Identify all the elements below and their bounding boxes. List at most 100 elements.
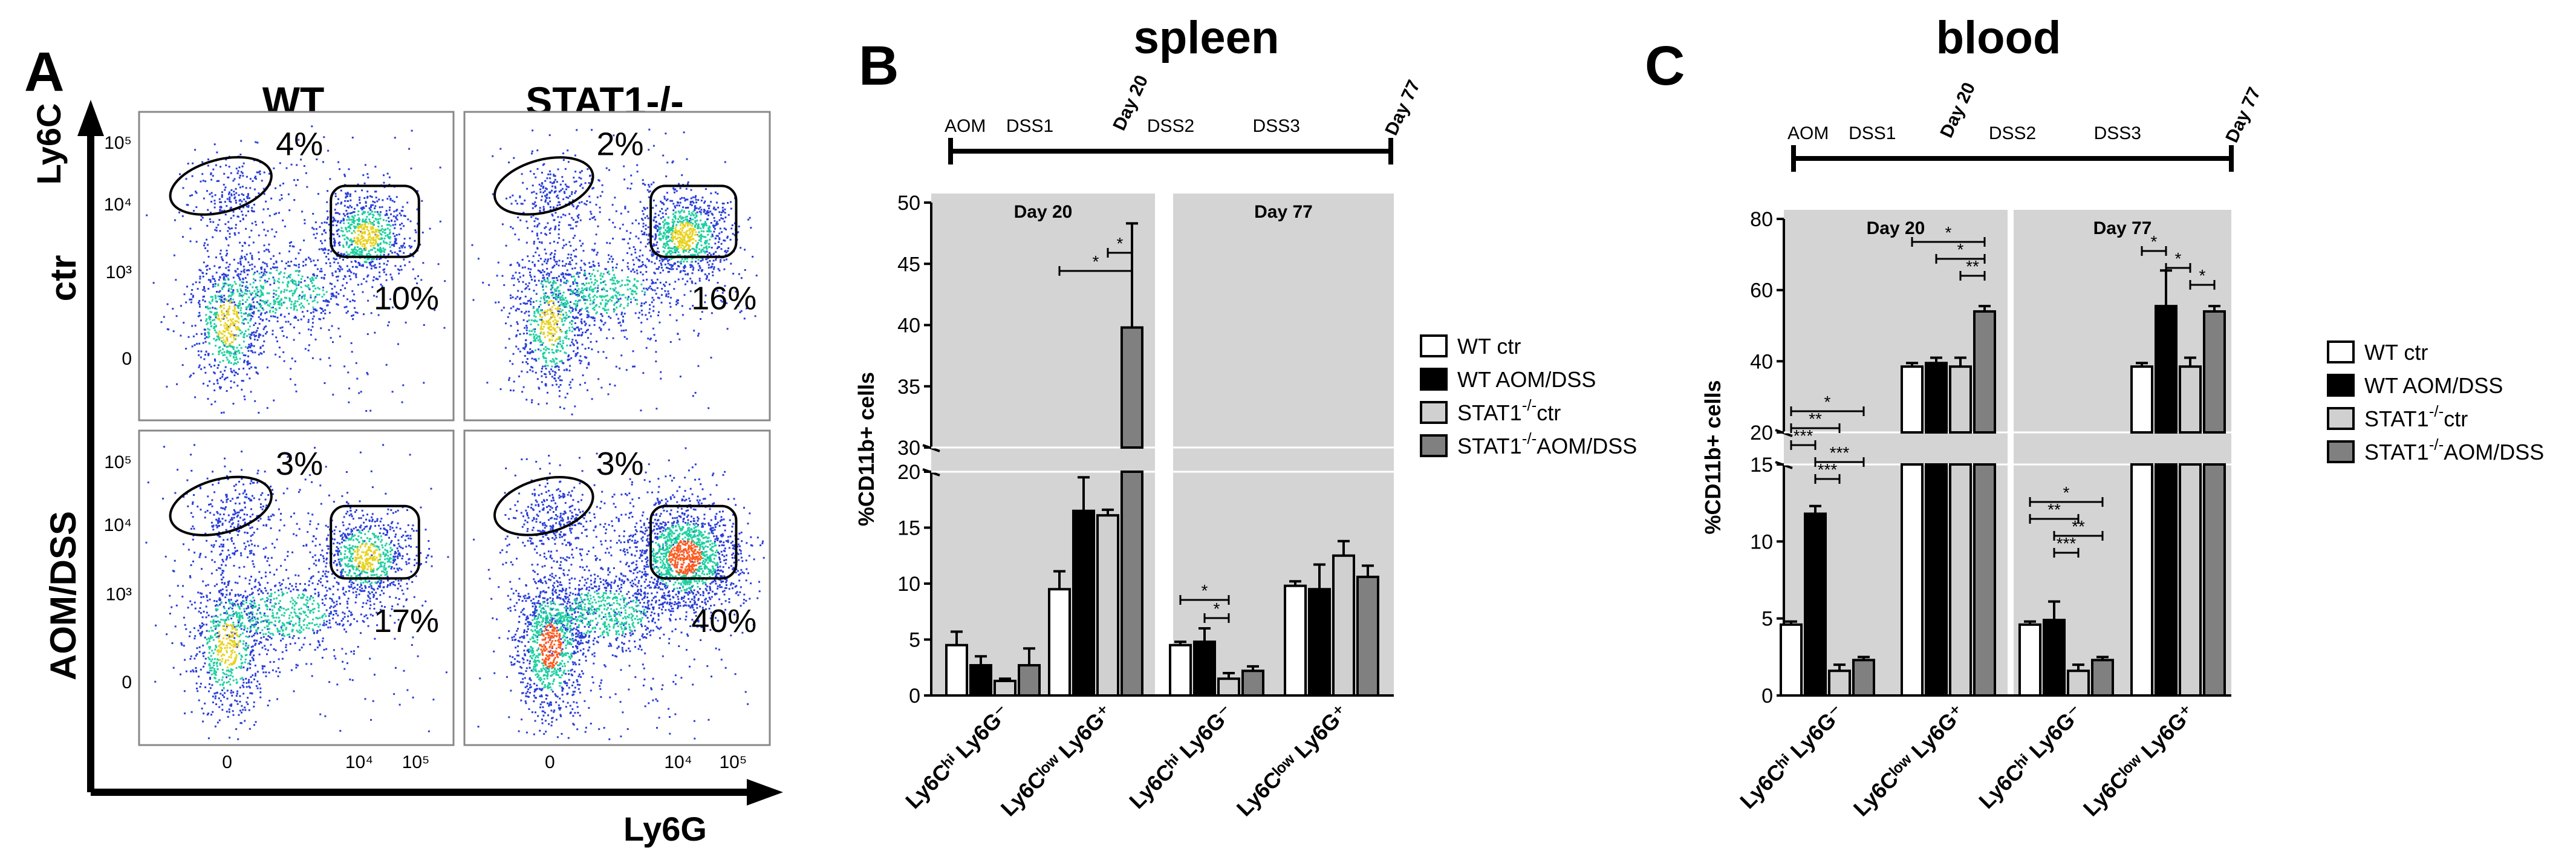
bar-3 [1828,669,1851,697]
legend-suffix: ctr [1537,400,1561,425]
facs-dots-low [471,128,758,415]
bar-4 [2203,310,2226,434]
gate-ly6c-hi [493,475,594,536]
y-tick-label: 10 [1750,530,1773,553]
sig-label: ** [1809,409,1822,428]
y-tick-label: 15 [1750,454,1773,477]
bar-4 [1120,326,1143,449]
facs-dots-mid [529,523,718,691]
legend-swatch [1420,434,1448,457]
bar-2 [1925,362,1948,434]
sig-label: * [1945,223,1952,242]
y-tick-label: 60 [1750,279,1773,302]
sig-label: *** [2057,534,2077,553]
gate-ly6g [649,184,738,258]
bar-4 [1973,310,1996,434]
y-tick-label: 0 [909,685,920,708]
facs-y-tick: 10⁴ [104,515,132,535]
legend-label: WT ctr [2364,340,2428,365]
bar-1 [1048,588,1071,697]
facs-x-tick: 0 [545,752,555,772]
bar-2 [969,664,992,697]
legend-label: STAT1-/-AOM/DSS [1457,429,1637,458]
bar-4-lower [1973,463,1996,697]
facs-plot-wt-ctr: 4% 10% 10⁵ 10⁴ 10³ 0 [104,111,455,422]
facs-y-tick: 10³ [106,262,132,282]
facs-x-tick: 10⁵ [402,752,430,772]
gate-ly6g [649,504,738,580]
y-axis-label: %CD11b+ cells [854,372,879,526]
bar-4-lower [1120,471,1143,697]
bar-2 [2043,619,2066,697]
panel-b-spleen: B spleen AOM DSS1 DSS2 DSS3 Day 20 Day 77 Day… [854,12,1424,821]
timeline-day77: Day 77 [2222,84,2265,146]
facs-plot-wt-aomdss: 3% 17% 10⁵ 10⁴ 10³ 0 0 10⁴ 10⁵ [104,429,455,772]
legend-superscript: -/- [2429,435,2444,454]
facs-y-tick: 0 [122,349,132,369]
y-tick-label: 15 [897,517,920,540]
legend-suffix: AOM/DSS [2444,440,2544,464]
bar-3 [2179,365,2202,434]
x-axis-label-ly6g: Ly6G [623,810,707,848]
facs-dots-mid [206,530,395,689]
bar-4-lower [2203,463,2226,697]
panel-letter-b: B [859,35,899,97]
y-tick-label: 10 [897,573,920,596]
bar-1-lower [2130,463,2153,697]
pct-ly6c-hi: 4% [276,126,323,162]
facs-y-tick: 10⁵ [104,133,132,153]
legend-label: WT AOM/DSS [1457,367,1596,392]
bar-1 [1901,365,1924,434]
sig-label: *** [1830,443,1850,462]
x-category-label: Ly6Cʰⁱ Ly6G⁻ [1735,700,1849,813]
pct-ly6g: 10% [374,280,439,316]
facs-dots-high [539,222,699,346]
y-tick-label: 45 [897,253,920,276]
group-label: Day 20 [1014,202,1073,222]
legend-label: STAT1-/-ctr [2364,402,2468,431]
legend-label: STAT1-/-ctr [1457,396,1561,425]
x-category-label: Ly6Cʰⁱ Ly6G⁻ [1974,700,2087,813]
sig-label: *** [1818,460,1838,479]
legend-prefix: STAT1 [2364,440,2429,464]
timeline-phase-3: DSS3 [2094,123,2141,143]
bar-2 [1193,640,1216,697]
y-axis-label: %CD11b+ cells [1700,380,1725,534]
timeline-phase-2: DSS2 [1147,116,1194,136]
facs-plot-stat1-ctr: 2% 16% [463,111,771,422]
timeline-aom: AOM [1787,123,1829,143]
facs-y-tick: 0 [122,672,132,692]
bar-2 [1308,588,1331,697]
facs-plot-frame [463,111,771,422]
pct-ly6c-hi: 3% [276,446,323,482]
bar-3 [1096,514,1119,697]
facs-x-tick: 10⁵ [719,752,747,772]
legend-swatch [2327,407,2355,430]
y-axis-label-ly6c: Ly6C [30,103,68,185]
timeline-phase-1: DSS1 [1849,123,1896,143]
panel-letter-c: C [1645,35,1685,97]
timeline-day20: Day 20 [1936,79,1979,141]
y-tick-label: 5 [909,629,920,652]
legend-swatch [1420,368,1448,391]
group-label: Day 20 [1867,218,1925,238]
facs-plot-stat1-aomdss: 3% 40% 0 10⁴ 10⁵ [463,429,771,772]
y-tick-label: 50 [897,192,920,215]
y-tick-label: 0 [1761,685,1773,708]
facs-plot-frame [463,429,771,746]
facs-y-tick: 10⁴ [104,195,132,215]
bar-3 [1332,554,1355,697]
y-tick-label: 30 [897,437,920,460]
row-label-ctr: ctr [43,255,83,302]
facs-x-tick: 10⁴ [345,752,373,772]
pct-ly6c-hi: 2% [597,126,644,162]
bar-3-lower [2179,463,2202,697]
y-axis-arrowhead [77,100,104,136]
legend-superscript: -/- [1522,429,1537,448]
timeline-phase-2: DSS2 [1989,123,2036,143]
bar-1 [2018,623,2041,697]
panel-c-blood: C blood AOM DSS1 DSS2 DSS3 Day 20 Day 77 Day … [1645,12,2265,821]
